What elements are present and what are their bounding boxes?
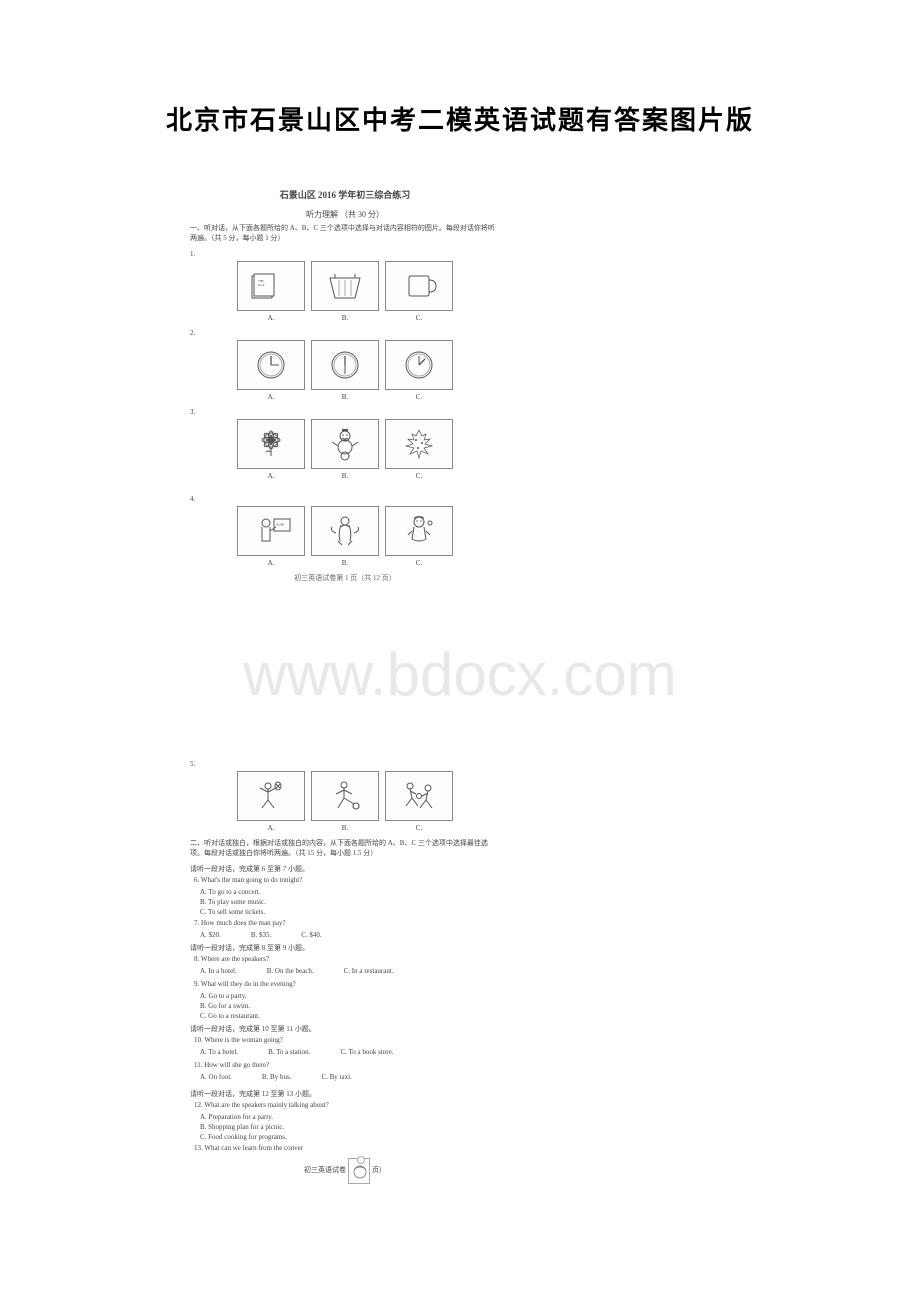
svg-text:A+B: A+B xyxy=(276,522,284,527)
option-label-c: C. xyxy=(385,314,453,323)
q12-choice-b: B. Shopping plan for a picnic. xyxy=(200,1123,500,1132)
q11-choice-c: C. By taxi. xyxy=(321,1073,351,1082)
option-label-b: B. xyxy=(311,824,379,833)
svg-text:Book: Book xyxy=(258,283,265,287)
exam-page-2: 5. A. B. C. 二、听对话或独白，根据对话或独白的内容，从下面各题所给的… xyxy=(190,760,500,1210)
q10-choice-b: B. To a station. xyxy=(268,1048,310,1057)
q5-image-b xyxy=(311,771,379,821)
section-instruction-1: 一、听对话，从下面各题所给的 A、B、C 三个选项中选择与对话内容相符的图片。每… xyxy=(190,224,500,244)
section-instruction-2: 二、听对话或独白，根据对话或独白的内容，从下面各题所给的 A、B、C 三个选项中… xyxy=(190,839,500,859)
q2-image-b xyxy=(311,340,379,390)
question-2: 2. A. B. C. xyxy=(190,329,500,402)
option-label-c: C. xyxy=(385,559,453,568)
page-1-footer: 初三英语试卷第 1 页（共 12 页） xyxy=(190,574,500,583)
q11-choices: A. On foot. B. By bus. C. By taxi. xyxy=(200,1073,500,1082)
q10-choice-c: C. To a book store. xyxy=(340,1048,393,1057)
option-label-a: A. xyxy=(237,824,305,833)
option-label-a: A. xyxy=(237,472,305,481)
q6-choice-b: B. To play some music. xyxy=(200,898,500,907)
exam-header: 石景山区 2016 学年初三综合练习 xyxy=(190,190,500,202)
block-head: 请听一段对话，完成第 12 至第 13 小题。 xyxy=(190,1090,500,1099)
question-number: 2. xyxy=(190,329,500,338)
tag-icon xyxy=(348,1158,370,1184)
option-label-a: A. xyxy=(237,393,305,402)
q7: 7. How much does the man pay? xyxy=(194,919,500,929)
q2-image-a xyxy=(237,340,305,390)
footer-text-right: 页） xyxy=(372,1166,386,1175)
q9-choice-c: C. Go to a restaurant. xyxy=(200,1012,500,1021)
q6-choice-a: A. To go to a concert. xyxy=(200,888,500,897)
exam-page-1: 石景山区 2016 学年初三综合练习 听力理解 （共 30 分） 一、听对话，从… xyxy=(190,190,500,620)
q4-image-a: A+B xyxy=(237,506,305,556)
listening-section-title: 听力理解 （共 30 分） xyxy=(190,210,500,220)
q12: 12. What are the speakers mainly talking… xyxy=(194,1101,500,1111)
q3-image-c xyxy=(385,419,453,469)
page-2-footer: 初三英语试卷 页） xyxy=(190,1158,500,1184)
option-label-a: A. xyxy=(237,559,305,568)
q11-choice-a: A. On foot. xyxy=(200,1073,232,1082)
q5-image-c xyxy=(385,771,453,821)
q9: 9. What will they do in the evening? xyxy=(194,980,500,990)
question-number: 1. xyxy=(190,250,500,259)
question-1: 1. THEBook A. B. C. xyxy=(190,250,500,323)
q11: 11. How will she go there? xyxy=(194,1061,500,1071)
q3-image-a xyxy=(237,419,305,469)
q7-choice-a: A. $20. xyxy=(200,931,221,940)
option-label-b: B. xyxy=(311,559,379,568)
q8: 8. Where are the speakers? xyxy=(194,955,500,965)
option-label-b: B. xyxy=(311,393,379,402)
dialogue-block-2: 请听一段对话，完成第 8 至第 9 小题。 8. Where are the s… xyxy=(190,944,500,1021)
q7-choice-b: B. $35. xyxy=(251,931,271,940)
option-label-c: C. xyxy=(385,393,453,402)
q8-choice-b: B. On the beach. xyxy=(267,967,314,976)
q1-image-c xyxy=(385,261,453,311)
q9-choice-b: B. Go for a swim. xyxy=(200,1002,500,1011)
q6: 6. What's the man going to do tonight? xyxy=(194,876,500,886)
option-label-b: B. xyxy=(311,472,379,481)
watermark-text: www.bdocx.com xyxy=(0,640,920,709)
q12-choice-a: A. Preparation for a party. xyxy=(200,1113,500,1122)
block-head: 请听一段对话，完成第 8 至第 9 小题。 xyxy=(190,944,500,953)
question-5: 5. A. B. C. xyxy=(190,760,500,833)
q8-choice-c: C. In a restaurant. xyxy=(344,967,394,976)
question-number: 3. xyxy=(190,408,500,417)
option-label-a: A. xyxy=(237,314,305,323)
dialogue-block-1: 请听一段对话，完成第 6 至第 7 小题。 6. What's the man … xyxy=(190,865,500,940)
dialogue-block-3: 请听一段对话，完成第 10 至第 11 小题。 10. Where is the… xyxy=(190,1025,500,1082)
q4-image-b xyxy=(311,506,379,556)
question-3: 3. A. B. C. xyxy=(190,408,500,481)
question-number: 4. xyxy=(190,495,500,504)
document-title: 北京市石景山区中考二模英语试题有答案图片版 xyxy=(0,100,920,137)
q10-choice-a: A. To a hotel. xyxy=(200,1048,238,1057)
q12-choice-c: C. Food cooking for programs. xyxy=(200,1133,500,1142)
q1-image-a: THEBook xyxy=(237,261,305,311)
q13: 13. What can we learn from the conver xyxy=(194,1144,500,1154)
q7-choice-c: C. $40. xyxy=(301,931,321,940)
q1-image-b xyxy=(311,261,379,311)
option-label-b: B. xyxy=(311,314,379,323)
block-head: 请听一段对话，完成第 6 至第 7 小题。 xyxy=(190,865,500,874)
option-label-c: C. xyxy=(385,824,453,833)
q7-choices: A. $20. B. $35. C. $40. xyxy=(200,931,500,940)
q2-image-c xyxy=(385,340,453,390)
q8-choices: A. In a hotel. B. On the beach. C. In a … xyxy=(200,967,500,976)
question-number: 5. xyxy=(190,760,500,769)
q11-choice-b: B. By bus. xyxy=(262,1073,292,1082)
question-4: 4. A+B A. B. C. xyxy=(190,495,500,568)
q4-image-c xyxy=(385,506,453,556)
option-label-c: C. xyxy=(385,472,453,481)
q8-choice-a: A. In a hotel. xyxy=(200,967,237,976)
q10-choices: A. To a hotel. B. To a station. C. To a … xyxy=(200,1048,500,1057)
q3-image-b xyxy=(311,419,379,469)
q5-image-a xyxy=(237,771,305,821)
dialogue-block-4: 请听一段对话，完成第 12 至第 13 小题。 12. What are the… xyxy=(190,1090,500,1154)
q10: 10. Where is the woman going? xyxy=(194,1036,500,1046)
footer-text-left: 初三英语试卷 xyxy=(304,1166,346,1175)
q6-choice-c: C. To sell some tickets. xyxy=(200,908,500,917)
q9-choice-a: A. Go to a party. xyxy=(200,992,500,1001)
block-head: 请听一段对话，完成第 10 至第 11 小题。 xyxy=(190,1025,500,1034)
